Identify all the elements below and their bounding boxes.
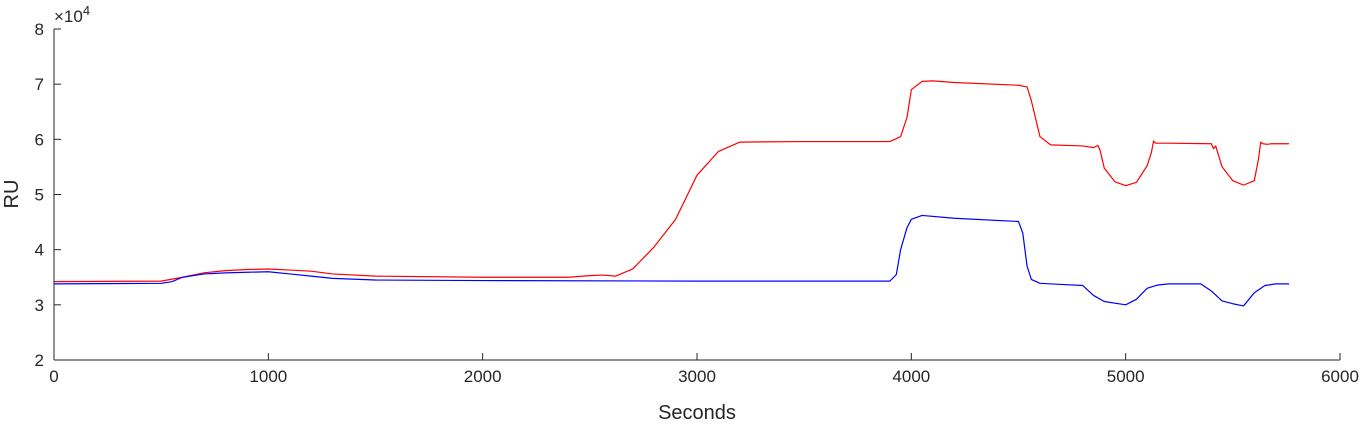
x-tick-label: 6000 (1321, 367, 1359, 386)
x-tick-label: 2000 (464, 367, 502, 386)
y-exponent-power: 4 (83, 3, 90, 18)
plot-area (54, 29, 1340, 360)
y-tick-label: 3 (35, 296, 44, 315)
y-tick-label: 6 (35, 130, 44, 149)
y-axis-label: RU (1, 180, 23, 209)
y-tick-label: 5 (35, 186, 44, 205)
series-layer (53, 80, 1290, 307)
series-line-2 (53, 214, 1290, 307)
x-tick-label: 4000 (892, 367, 930, 386)
y-tick-label: 4 (35, 241, 44, 260)
y-tick-label: 8 (35, 20, 44, 39)
x-tick-label: 3000 (678, 367, 716, 386)
y-ticks: 2 3 4 5 6 7 8 (35, 20, 61, 370)
x-tick-label: 5000 (1107, 367, 1145, 386)
x-ticks: 0 1000 2000 3000 4000 5000 6000 (49, 353, 1359, 386)
series-line-1 (53, 80, 1290, 283)
y-exponent-label: ×104 (54, 3, 90, 26)
x-tick-label: 0 (49, 367, 58, 386)
x-tick-label: 1000 (249, 367, 287, 386)
y-tick-label: 2 (35, 351, 44, 370)
x-axis-label: Seconds (658, 402, 736, 424)
y-tick-label: 7 (35, 75, 44, 94)
